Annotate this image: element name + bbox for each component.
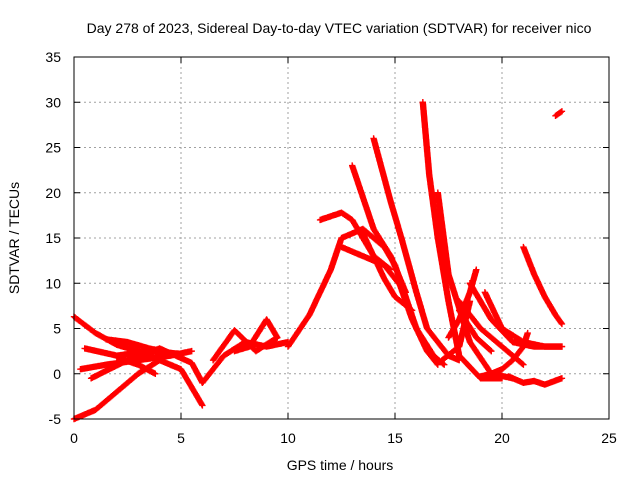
x-tick-label: 0 xyxy=(70,430,78,446)
y-tick-label: 15 xyxy=(45,230,61,246)
data-point-marks xyxy=(113,354,159,377)
x-tick-label: 10 xyxy=(280,430,296,446)
y-tick-label: 0 xyxy=(53,366,61,382)
y-tick-label: 25 xyxy=(45,140,61,156)
data-point-marks xyxy=(231,316,281,355)
data-series xyxy=(102,336,174,357)
x-tick-label: 25 xyxy=(601,430,617,446)
data-point-marks xyxy=(520,243,566,328)
chart-title: Day 278 of 2023, Sidereal Day-to-day VTE… xyxy=(87,20,592,36)
data-point-marks xyxy=(370,135,463,364)
x-axis-label: GPS time / hours xyxy=(287,457,394,473)
data-series xyxy=(419,99,506,382)
data-point-marks xyxy=(102,336,174,357)
data-series xyxy=(113,354,159,377)
y-tick-label: 5 xyxy=(53,321,61,337)
data-point-marks xyxy=(552,108,566,120)
data-series xyxy=(231,316,281,355)
tick-labels: 0 5 10 15 20 25 -5 0 5 10 15 20 25 30 35 xyxy=(45,49,617,446)
y-tick-label: 10 xyxy=(45,275,61,291)
data-series xyxy=(481,289,566,350)
data-series xyxy=(396,280,441,368)
data-point-marks xyxy=(481,289,566,350)
data-series xyxy=(370,135,463,364)
data-points xyxy=(70,99,566,423)
data-series xyxy=(209,327,281,364)
data-point-marks xyxy=(477,329,531,380)
grid xyxy=(74,57,609,419)
y-tick-label: 30 xyxy=(45,94,61,110)
data-series xyxy=(552,108,566,120)
data-point-marks xyxy=(419,99,506,382)
y-tick-label: 20 xyxy=(45,185,61,201)
data-series xyxy=(456,307,495,355)
x-tick-label: 20 xyxy=(494,430,510,446)
y-tick-label: -5 xyxy=(49,411,62,427)
plot-frame xyxy=(73,56,610,420)
data-point-marks xyxy=(456,307,495,355)
data-series xyxy=(391,261,448,368)
data-point-marks xyxy=(396,280,441,368)
x-tick-label: 15 xyxy=(387,430,403,446)
data-series xyxy=(477,329,531,380)
data-point-marks xyxy=(505,373,566,388)
data-series xyxy=(520,243,566,328)
data-series xyxy=(505,373,566,388)
data-point-marks xyxy=(391,261,448,368)
data-point-marks xyxy=(209,327,281,364)
x-tick-label: 5 xyxy=(177,430,185,446)
y-axis-label: SDTVAR / TECUs xyxy=(6,182,22,294)
y-tick-label: 35 xyxy=(45,49,61,65)
